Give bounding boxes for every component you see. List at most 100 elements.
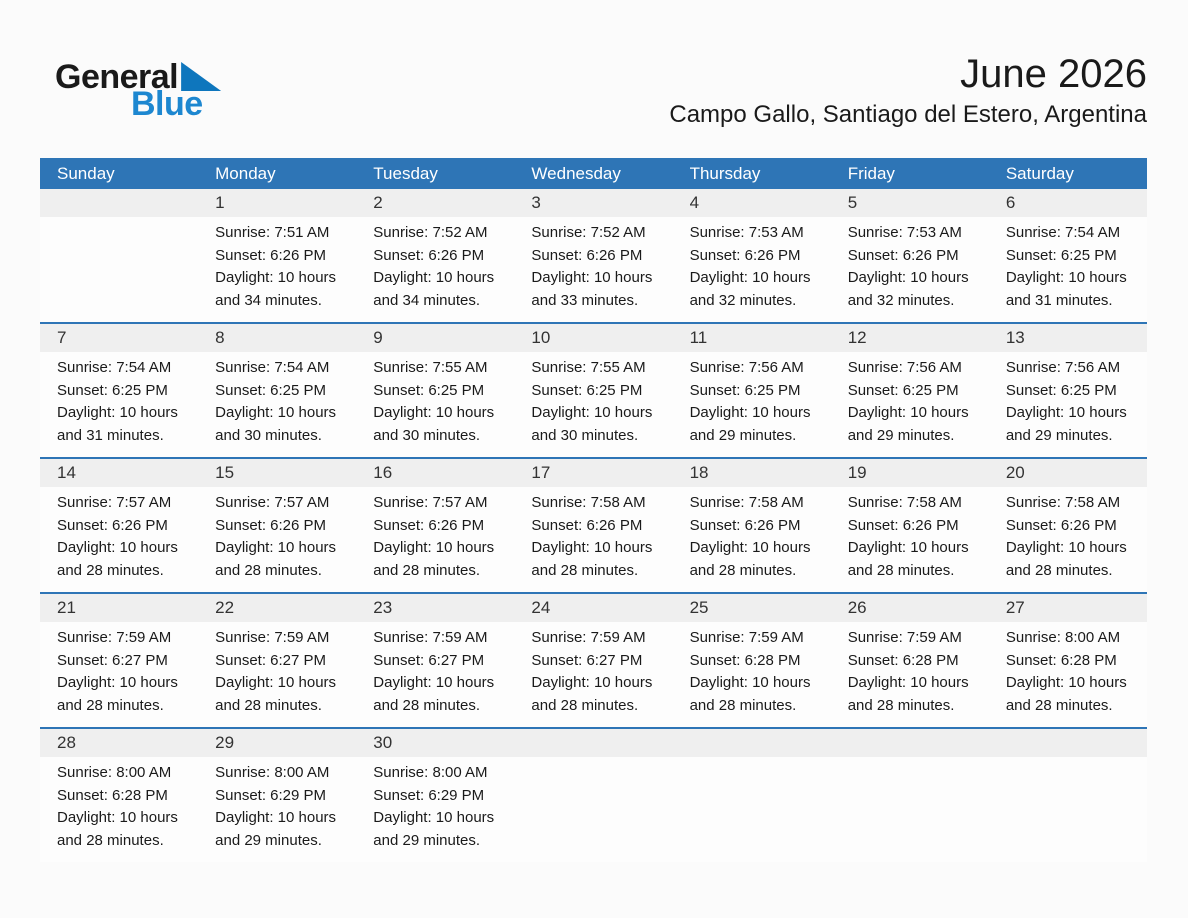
sunset-text: Sunset: 6:26 PM: [373, 516, 485, 534]
month-title: June 2026: [960, 52, 1147, 96]
daylight-text: Daylight: 10 hours and 28 minutes.: [57, 539, 178, 579]
daylight-text: Daylight: 10 hours and 32 minutes.: [847, 269, 969, 309]
daylight-text: Daylight: 10 hours and 28 minutes.: [531, 539, 653, 579]
day-number: 19: [847, 463, 867, 482]
sunset-text: Sunset: 6:29 PM: [373, 786, 485, 804]
sunrise-text: Sunrise: 7:52 AM: [531, 224, 646, 241]
sunset-text: Sunset: 6:27 PM: [215, 651, 327, 669]
sunset-text: Sunset: 6:25 PM: [689, 381, 801, 399]
day-number: 3: [531, 193, 541, 212]
sunset-text: Sunset: 6:26 PM: [531, 516, 643, 534]
sunrise-text: Sunrise: 7:53 AM: [689, 224, 804, 241]
sunrise-text: Sunrise: 7:56 AM: [1005, 359, 1121, 376]
day-number: 2: [373, 193, 383, 212]
sunrise-text: Sunrise: 8:00 AM: [57, 764, 172, 781]
week-row: 21 22 23 24 25 26 27 Sunrise: 7:59 AM Sunset: 6:…: [40, 592, 1147, 727]
day-cell: Sunrise: 7:53 AM Sunset: 6:26 PM Daylight:…: [673, 217, 831, 322]
day-number: 16: [373, 463, 393, 482]
day-number: 28: [57, 733, 76, 752]
week-row-body: Sunrise: 8:00 AM Sunset: 6:28 PM Daylight:…: [40, 757, 1147, 862]
sunrise-text: Sunrise: 7:56 AM: [847, 359, 962, 376]
date-strip: 28 29 30: [40, 729, 1147, 757]
general-blue-logo: General Blue: [55, 58, 222, 123]
day-number: 29: [215, 733, 235, 752]
day-number: 6: [1005, 193, 1016, 212]
sunrise-text: Sunrise: 7:54 AM: [57, 359, 172, 376]
sunrise-text: Sunrise: 7:55 AM: [531, 359, 646, 376]
sunset-text: Sunset: 6:26 PM: [689, 516, 801, 534]
sunrise-text: Sunrise: 7:59 AM: [215, 629, 330, 646]
sunset-text: Sunset: 6:28 PM: [689, 651, 801, 669]
sunset-text: Sunset: 6:25 PM: [215, 381, 327, 399]
day-number: 11: [689, 328, 708, 347]
daylight-text: Daylight: 10 hours and 30 minutes.: [373, 404, 495, 444]
daylight-text: Daylight: 10 hours and 28 minutes.: [847, 674, 969, 714]
weekday-header-wednesday: Wednesday: [531, 163, 621, 183]
day-cell: Sunrise: 7:54 AM Sunset: 6:25 PM Daylight:…: [40, 352, 198, 457]
daylight-text: Daylight: 10 hours and 31 minutes.: [1005, 269, 1127, 309]
day-cell: Sunrise: 7:54 AM Sunset: 6:25 PM Daylight:…: [198, 352, 356, 457]
day-cell: Sunrise: 8:00 AM Sunset: 6:29 PM Daylight:…: [356, 757, 514, 862]
sunrise-text: Sunrise: 7:54 AM: [215, 359, 330, 376]
daylight-text: Daylight: 10 hours and 29 minutes.: [689, 404, 811, 444]
sunrise-text: Sunrise: 7:52 AM: [373, 224, 488, 241]
day-number: 4: [689, 193, 700, 212]
sunset-text: Sunset: 6:25 PM: [373, 381, 485, 399]
page-header: General Blue June 2026 Campo Gallo, Sant…: [0, 0, 1188, 158]
sunrise-text: Sunrise: 7:55 AM: [373, 359, 488, 376]
weekday-header-thursday: Thursday: [689, 163, 761, 183]
logo-blue-text: Blue: [131, 85, 203, 123]
sunrise-text: Sunrise: 7:59 AM: [57, 629, 172, 646]
day-number: 5: [847, 193, 858, 212]
day-cell: Sunrise: 7:52 AM Sunset: 6:26 PM Daylight:…: [356, 217, 514, 322]
daylight-text: Daylight: 10 hours and 31 minutes.: [57, 404, 178, 444]
sunrise-text: Sunrise: 7:57 AM: [57, 494, 172, 511]
week-row-body: Sunrise: 7:54 AM Sunset: 6:25 PM Daylight:…: [40, 352, 1147, 457]
sunrise-text: Sunrise: 7:58 AM: [1005, 494, 1121, 511]
day-cell: Sunrise: 7:56 AM Sunset: 6:25 PM Daylight:…: [989, 352, 1147, 457]
daylight-text: Daylight: 10 hours and 29 minutes.: [373, 809, 495, 849]
sunset-text: Sunset: 6:25 PM: [57, 381, 168, 399]
sunset-text: Sunset: 6:26 PM: [215, 246, 327, 264]
sunset-text: Sunset: 6:27 PM: [57, 651, 168, 669]
day-cell: Sunrise: 7:54 AM Sunset: 6:25 PM Daylight:…: [989, 217, 1147, 322]
day-number: 20: [1005, 463, 1025, 482]
daylight-text: Daylight: 10 hours and 28 minutes.: [57, 674, 178, 714]
day-cell: Sunrise: 7:59 AM Sunset: 6:27 PM Daylight:…: [198, 622, 356, 727]
week-row: 14 15 16 17 18 19 20 Sunrise: 7:57 AM Sunset: 6:…: [40, 457, 1147, 592]
week-row-body: Sunrise: 7:59 AM Sunset: 6:27 PM Daylight:…: [40, 622, 1147, 727]
daylight-text: Daylight: 10 hours and 34 minutes.: [373, 269, 495, 309]
sunset-text: Sunset: 6:26 PM: [57, 516, 168, 534]
logo-general-text: General: [55, 58, 179, 96]
day-number: 15: [215, 463, 235, 482]
day-cell: Sunrise: 7:53 AM Sunset: 6:26 PM Daylight:…: [831, 217, 989, 322]
sunset-text: Sunset: 6:26 PM: [689, 246, 801, 264]
daylight-text: Daylight: 10 hours and 28 minutes.: [373, 539, 495, 579]
sunset-text: Sunset: 6:26 PM: [531, 246, 643, 264]
sunrise-text: Sunrise: 7:58 AM: [847, 494, 962, 511]
day-number: 14: [57, 463, 76, 482]
week-row: 7 8 9 10 11 12 13 Sunrise: 7:54 AM Sunset: 6:25 …: [40, 322, 1147, 457]
day-number: 22: [215, 598, 235, 617]
sunset-text: Sunset: 6:28 PM: [847, 651, 959, 669]
daylight-text: Daylight: 10 hours and 30 minutes.: [215, 404, 337, 444]
date-strip: 14 15 16 17 18 19 20: [40, 459, 1147, 487]
date-strip: 1 2 3 4 5 6: [40, 189, 1147, 217]
sunset-text: Sunset: 6:25 PM: [1005, 381, 1117, 399]
day-cell: Sunrise: 7:56 AM Sunset: 6:25 PM Daylight:…: [831, 352, 989, 457]
day-number: 24: [531, 598, 551, 617]
sunset-text: Sunset: 6:26 PM: [373, 246, 485, 264]
sunrise-text: Sunrise: 7:57 AM: [373, 494, 488, 511]
week-row: 1 2 3 4 5 6 Sunrise: 7:51 AM Sunset: 6:26 PM Day…: [40, 189, 1147, 322]
weeks-container: 1 2 3 4 5 6 Sunrise: 7:51 AM Sunset: 6:26 PM Day…: [40, 189, 1147, 862]
daylight-text: Daylight: 10 hours and 30 minutes.: [531, 404, 653, 444]
day-cell: Sunrise: 7:58 AM Sunset: 6:26 PM Daylight:…: [514, 487, 672, 592]
day-cell: Sunrise: 7:57 AM Sunset: 6:26 PM Daylight:…: [198, 487, 356, 592]
day-cell: Sunrise: 7:55 AM Sunset: 6:25 PM Daylight:…: [514, 352, 672, 457]
day-number: 18: [689, 463, 709, 482]
day-cell: Sunrise: 8:00 AM Sunset: 6:28 PM Daylight:…: [40, 757, 198, 862]
sunrise-text: Sunrise: 7:59 AM: [847, 629, 962, 646]
sunset-text: Sunset: 6:26 PM: [215, 516, 327, 534]
sunrise-text: Sunrise: 7:57 AM: [215, 494, 330, 511]
